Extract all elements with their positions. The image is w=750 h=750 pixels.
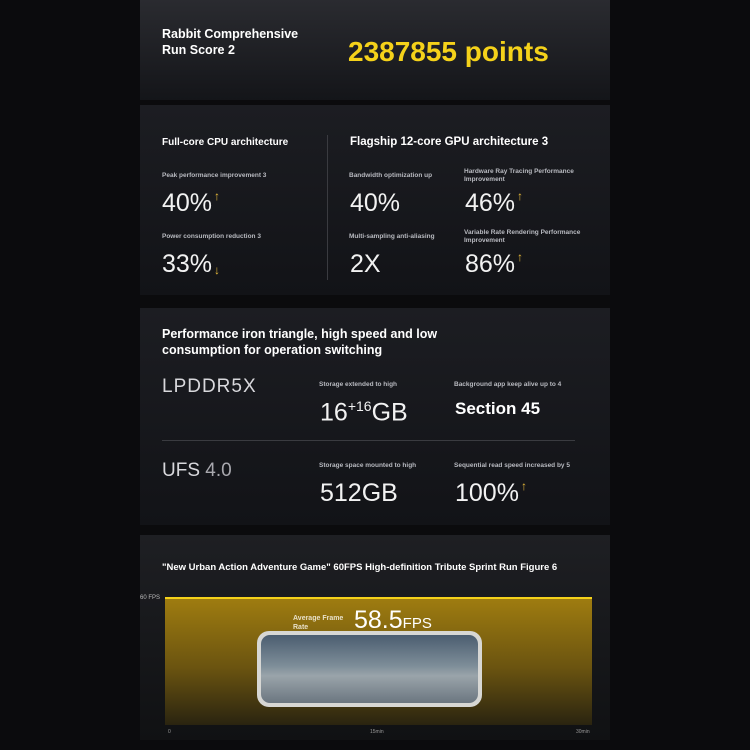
arrow-up-icon: ↑	[517, 250, 524, 264]
stat-label: Sequential read speed increased by 5	[454, 462, 570, 469]
stat-value: Section 45	[455, 399, 541, 418]
score-title: Rabbit Comprehensive Run Score 2	[162, 26, 298, 58]
stat-value: 40% ↑	[162, 189, 221, 217]
fps-chart-area: Average Frame Rate 58.5FPS	[165, 597, 592, 725]
stat-label: Variable Rate Rendering Performance Impr…	[464, 229, 581, 244]
score-title-line1: Rabbit Comprehensive	[162, 27, 299, 41]
stat-value: 46% ↑	[465, 189, 524, 217]
cpu-title: Full-core CPU architecture	[162, 137, 289, 148]
stat-value: 512GB	[320, 479, 398, 507]
y-axis-label: 60 FPS	[140, 595, 161, 601]
stat-label: Hardware Ray Tracing Performance Improve…	[464, 168, 574, 183]
stat-value: 2X	[350, 250, 381, 278]
storage-name: UFS 4.0	[162, 460, 232, 481]
stat-label: Bandwidth optimization up	[349, 172, 433, 179]
score-panel: Rabbit Comprehensive Run Score 2 2387855 …	[140, 0, 610, 100]
x-tick: 30min	[576, 729, 590, 735]
x-tick: 15min	[370, 729, 384, 735]
stat-label: Power consumption reduction 3	[162, 233, 261, 240]
memory-title: Performance iron triangle, high speed an…	[162, 327, 438, 357]
ram-name: LPDDR5X	[162, 376, 257, 397]
gpu-title: Flagship 12-core GPU architecture 3	[350, 136, 549, 148]
architecture-panel: Full-core CPU architecture Flagship 12-c…	[140, 105, 610, 295]
stat-label: Storage space mounted to high	[319, 462, 417, 469]
game-panel: "New Urban Action Adventure Game" 60FPS …	[140, 535, 610, 740]
fps-line	[165, 597, 592, 599]
game-screenshot	[261, 635, 478, 703]
stat-value: 40%	[350, 189, 401, 217]
arrow-down-icon: ↓	[214, 263, 221, 277]
stat-label: Storage extended to high	[319, 381, 398, 388]
game-title: "New Urban Action Adventure Game" 60FPS …	[162, 562, 558, 573]
arrow-up-icon: ↑	[517, 189, 524, 203]
arrow-up-icon: ↑	[520, 479, 527, 493]
memory-panel: Performance iron triangle, high speed an…	[140, 308, 610, 525]
stat-value: 16+16GB	[320, 398, 408, 427]
avg-label: Average Frame Rate	[293, 615, 344, 631]
stat-value: 86% ↑	[465, 250, 524, 278]
stat-label: Background app keep alive up to 4	[454, 381, 562, 388]
phone-image	[257, 631, 482, 707]
score-value: 2387855 points	[348, 36, 549, 67]
stat-label: Multi-sampling anti-aliasing	[349, 233, 435, 240]
score-title-line2: Run Score 2	[162, 43, 235, 57]
divider	[327, 135, 328, 280]
arrow-up-icon: ↑	[214, 189, 221, 203]
x-tick: 0	[168, 729, 171, 735]
stat-value: 100% ↑	[455, 479, 527, 507]
avg-value: 58.5FPS	[354, 606, 432, 634]
stat-label: Peak performance improvement 3	[162, 172, 267, 179]
divider	[162, 440, 575, 441]
stat-value: 33% ↓	[162, 250, 221, 278]
